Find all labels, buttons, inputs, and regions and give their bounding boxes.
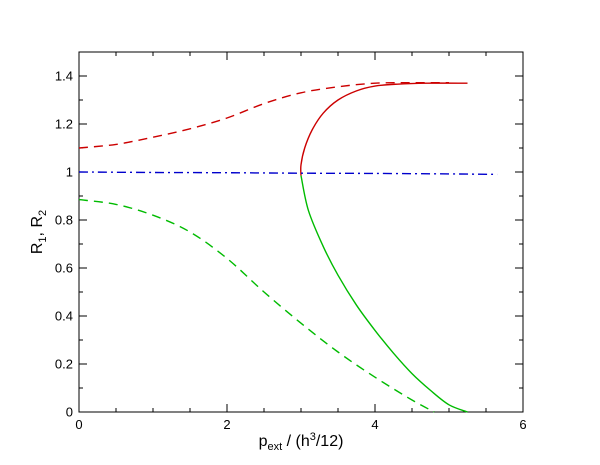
series-line-4 [78, 198, 435, 413]
y-tick-label: 1.4 [55, 69, 73, 84]
x-axis-title: pext / (h3/12) [259, 431, 344, 453]
y-tick-label: 0.6 [55, 261, 73, 276]
plot-frame [78, 51, 524, 413]
y-tick-label: 1.2 [55, 117, 73, 132]
y-tick-label: 0.8 [55, 213, 73, 228]
x-tick-label: 0 [75, 417, 82, 432]
y-axis-title: R1, R2 [29, 210, 49, 254]
y-tick-label: 0.4 [55, 309, 73, 324]
y-tick-label: 0.2 [55, 357, 73, 372]
x-tick-label: 2 [223, 417, 230, 432]
y-tick-label: 1 [66, 165, 73, 180]
series-line-3 [78, 171, 498, 176]
x-tick-label: 6 [519, 417, 526, 432]
series-layer [78, 81, 498, 413]
ticks: 0 2 4 6 0 0.2 0.4 0.6 0.8 1 1.2 1.4 [55, 51, 527, 432]
series-line-2 [300, 82, 468, 176]
series-line-5 [300, 175, 468, 413]
series-line-1 [78, 81, 450, 149]
y-tick-label: 0 [66, 405, 73, 420]
x-tick-label: 4 [371, 417, 378, 432]
